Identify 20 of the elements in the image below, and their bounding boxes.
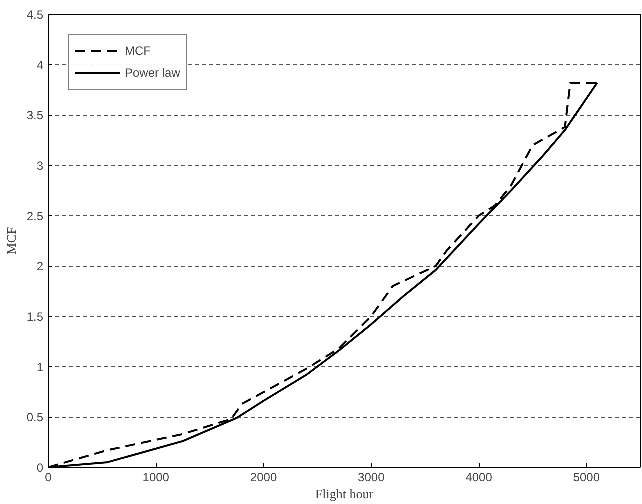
- legend-label: Power law: [125, 66, 180, 80]
- y-tick-label: 3.5: [26, 108, 44, 123]
- y-axis-title: MCF: [4, 227, 19, 255]
- x-tick-label: 5000: [573, 470, 600, 484]
- y-tick-label: 1.5: [26, 310, 44, 324]
- x-tick-label: 3000: [358, 470, 386, 484]
- y-tick-label: 2.5: [26, 209, 44, 224]
- x-tick-label: 4000: [466, 470, 493, 484]
- x-tick-label: 2000: [250, 470, 278, 484]
- y-tick-label: 0.5: [26, 410, 44, 425]
- x-axis-title: Flight hour: [315, 486, 374, 502]
- y-tick-label: 3: [36, 159, 44, 173]
- y-tick-label: 4: [36, 58, 44, 72]
- y-tick-label: 4.5: [26, 8, 44, 22]
- y-tick-label: 1: [36, 360, 44, 374]
- x-tick-label: 0: [45, 470, 52, 484]
- legend-label: MCF: [125, 44, 151, 58]
- y-tick-label: 0: [36, 461, 44, 475]
- y-tick-label: 2: [36, 260, 44, 274]
- x-tick-label: 1000: [142, 470, 170, 484]
